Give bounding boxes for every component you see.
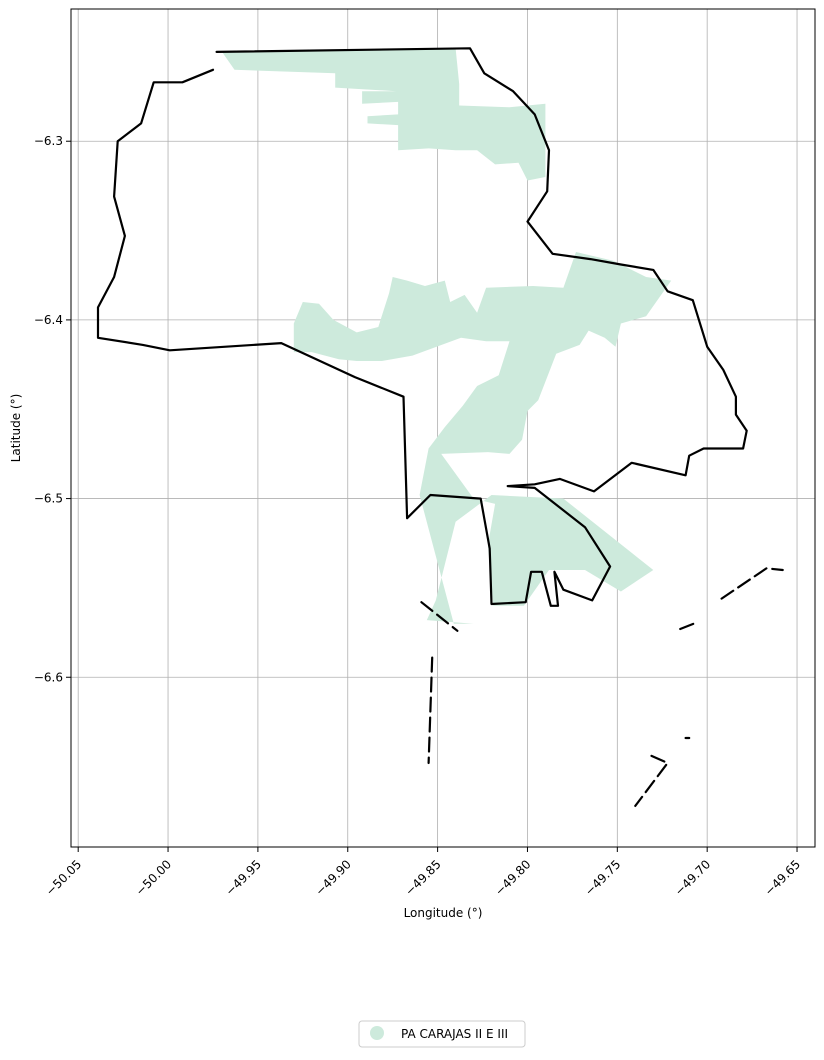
y-tick-label: −6.3 [34, 134, 63, 148]
legend-box [358, 1020, 526, 1048]
legend-swatch-icon [370, 1026, 384, 1040]
y-tick-label: −6.5 [34, 492, 63, 506]
y-axis-label: Latitude (°) [9, 394, 23, 463]
boundary-fragment-line [427, 656, 434, 765]
legend-label: PA CARAJAS II E III [401, 1027, 508, 1041]
y-tick-label: −6.4 [34, 313, 63, 327]
settlement-area-layer [222, 48, 672, 624]
y-axis-ticks: −6.3 −6.4 −6.5 −6.6 [34, 134, 71, 684]
legend: PA CARAJAS II E III [358, 1020, 526, 1048]
boundary-fragment-line [720, 567, 784, 600]
municipal-boundary-layer [96, 47, 784, 808]
boundary-fragment-line [679, 620, 700, 631]
y-tick-label: −6.6 [34, 670, 63, 684]
municipal-boundary-line [96, 47, 748, 607]
boundary-fragment-line [420, 601, 459, 632]
settlement-area-polygon [222, 48, 546, 181]
plot-frame [70, 8, 816, 848]
settlement-area-polygon [293, 252, 672, 624]
x-axis-label: Longitude (°) [404, 906, 483, 920]
boundary-fragment-line [634, 754, 670, 808]
